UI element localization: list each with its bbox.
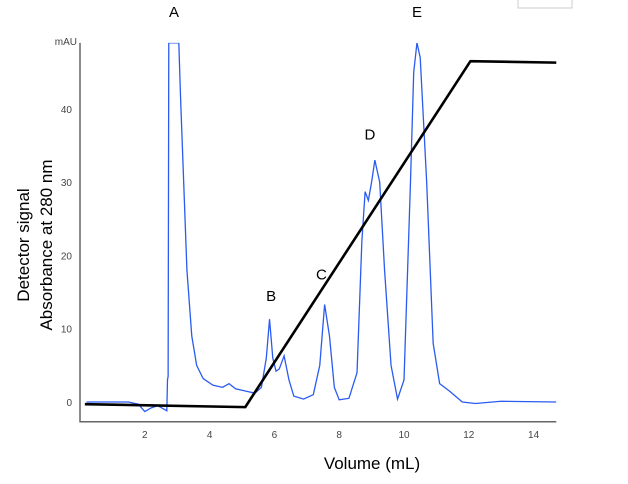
y-tick-label: 40	[61, 105, 73, 116]
x-tick-label: 6	[272, 430, 278, 441]
y-axis-label-line1: Detector signal	[14, 188, 33, 301]
x-tick-label: 2	[142, 430, 148, 441]
absorbance-trace-line	[86, 42, 557, 413]
x-tick-label: 12	[463, 430, 475, 441]
peak-label-b: B	[266, 288, 276, 305]
axis-lines	[79, 42, 557, 423]
y-tick-label: 30	[61, 178, 73, 189]
peak-label-e: E	[412, 4, 422, 21]
x-tick-label: 10	[398, 430, 410, 441]
peak-label-a: A	[169, 4, 179, 21]
corner-box	[517, 0, 573, 9]
peak-label-c: C	[316, 267, 327, 284]
x-tick-label: 8	[336, 430, 342, 441]
gradient-line	[84, 59, 557, 409]
y-axis-label-line2: Absorbance at 280 nm	[37, 159, 56, 330]
y-unit-label: mAU	[55, 37, 77, 48]
x-tick-label: 4	[207, 430, 213, 441]
axes: 2 4 6 8 10 12 14 0 10 20 30 40	[61, 42, 557, 441]
y-tick-label: 10	[61, 325, 73, 336]
peak-label-d: D	[365, 127, 376, 144]
y-tick-label: 20	[61, 251, 73, 262]
x-axis-label: Volume (mL)	[324, 454, 420, 473]
x-tick-label: 14	[528, 430, 540, 441]
y-tick-label: 0	[66, 398, 72, 409]
plot-area: A B C D E	[84, 4, 557, 413]
